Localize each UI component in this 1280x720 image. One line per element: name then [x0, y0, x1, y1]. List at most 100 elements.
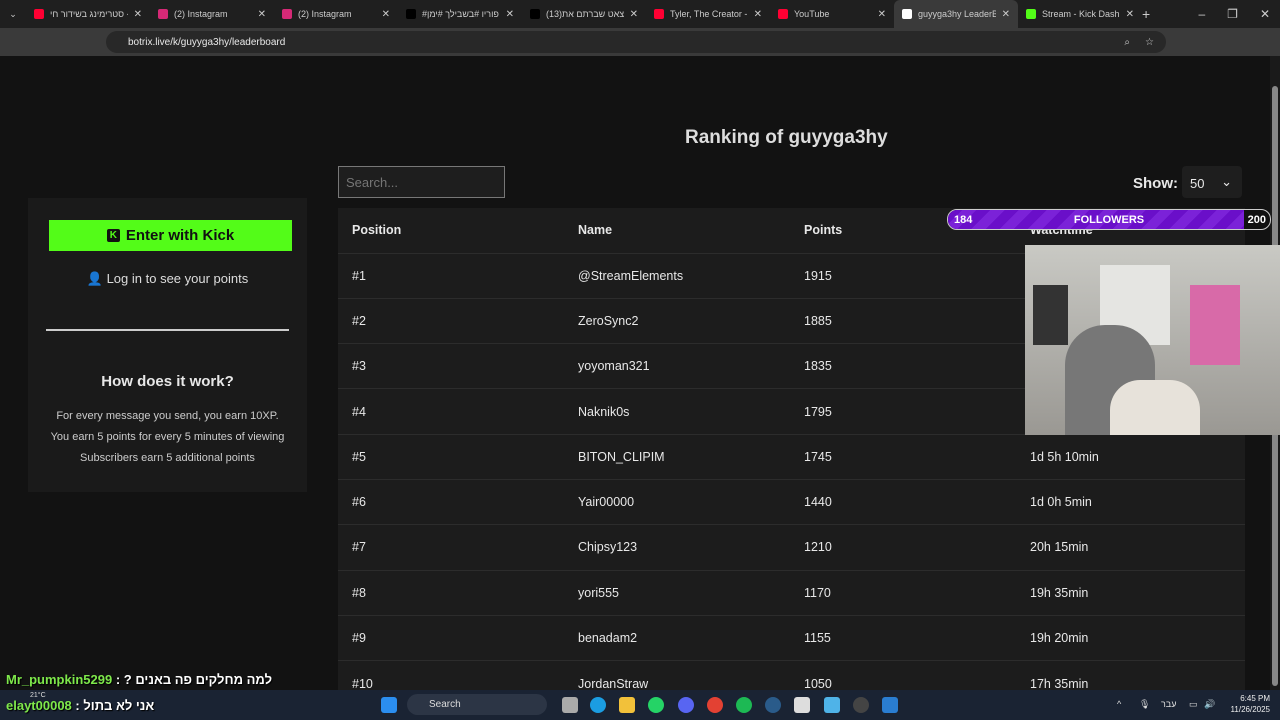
followers-progress-fill: [948, 210, 1245, 229]
chat-text: אני לא בתול: [83, 698, 155, 713]
language-indicator[interactable]: עבר: [1161, 699, 1177, 709]
browser-tab[interactable]: (13)צאט שברתם את ✕: [522, 0, 646, 28]
browser-tab[interactable]: Stream - Kick Dashbo ✕: [1018, 0, 1142, 28]
minimize-icon[interactable]: –: [1198, 7, 1206, 21]
taskbar-search[interactable]: Search: [407, 694, 547, 715]
edge-icon[interactable]: [590, 697, 606, 713]
chrome-icon[interactable]: [707, 697, 723, 713]
start-icon[interactable]: [381, 697, 397, 713]
enter-with-kick-button[interactable]: K Enter with Kick: [49, 220, 292, 251]
close-tab-icon[interactable]: ✕: [629, 8, 638, 20]
volume-icon[interactable]: 🔊: [1204, 699, 1216, 709]
favicon-icon: [902, 9, 912, 19]
col-points[interactable]: Points: [804, 223, 843, 238]
tab-search-icon[interactable]: ⌄: [9, 8, 17, 19]
info-line: Subscribers earn 5 additional points: [80, 452, 255, 464]
col-position[interactable]: Position: [352, 223, 402, 238]
cell-watchtime: 19h 20min: [1016, 614, 1245, 661]
browser-tab[interactable]: YouTube ✕: [770, 0, 894, 28]
how-title: How does it work?: [101, 373, 234, 390]
chat-message: Mr_pumpkin5299 : ? למה מחלקים פה באנים: [6, 672, 273, 687]
cell-name: BITON_CLIPIM: [564, 433, 790, 480]
browser-tab[interactable]: guyyga3hy LeaderBo ✕: [894, 0, 1018, 28]
browser-tab[interactable]: סטרימינג בשידור חי - ✕: [26, 0, 150, 28]
cell-position: #7: [338, 524, 564, 571]
cell-watchtime: 19h 35min: [1016, 569, 1245, 616]
favicon-icon: [778, 9, 788, 19]
cell-name: Chipsy123: [564, 524, 790, 571]
browser-tab[interactable]: #פוריו #בשבילך #ימן ✕: [398, 0, 522, 28]
cell-position: #2: [338, 297, 564, 344]
spotify-icon[interactable]: [736, 697, 752, 713]
tray-chevron-icon[interactable]: ^: [1117, 699, 1122, 709]
page-title: Ranking of guyyga3hy: [685, 127, 888, 148]
cell-points: 1210: [790, 524, 1016, 571]
obs-icon[interactable]: [853, 697, 869, 713]
discord-icon[interactable]: [678, 697, 694, 713]
close-tab-icon[interactable]: ✕: [877, 8, 886, 20]
close-tab-icon[interactable]: ✕: [257, 8, 266, 20]
kick-logo-icon: K: [106, 229, 120, 242]
weather-widget[interactable]: 21°C: [30, 692, 46, 699]
url-input[interactable]: botrix.live/k/guyyga3hy/leaderboard ☆ ⌕: [106, 31, 1166, 53]
browser-tab[interactable]: Tyler, The Creator - Y ✕: [646, 0, 770, 28]
tab-title: #פוריו #בשבילך #ימן: [422, 9, 499, 19]
cell-position: #8: [338, 569, 564, 616]
close-tab-icon[interactable]: ✕: [1125, 8, 1134, 20]
chevron-down-icon: ⌄: [1221, 174, 1232, 189]
file-explorer-icon[interactable]: [619, 697, 635, 713]
search-input[interactable]: [338, 166, 505, 198]
cell-position: #3: [338, 343, 564, 389]
cell-name: yori555: [564, 569, 790, 616]
cell-points: 1795: [790, 388, 1016, 435]
close-tab-icon[interactable]: ✕: [1001, 8, 1010, 20]
cell-name: ZeroSync2: [564, 297, 790, 344]
chat-message: elayt00008 : אני לא בתול: [6, 698, 155, 713]
info-line: For every message you send, you earn 10X…: [56, 410, 279, 422]
bookmark-star-icon[interactable]: ☆: [1145, 36, 1154, 48]
app-icon[interactable]: [882, 697, 898, 713]
close-tab-icon[interactable]: ✕: [381, 8, 390, 20]
followers-current: 184: [954, 214, 973, 226]
show-label: Show:: [1133, 175, 1178, 192]
followers-goal-bar: 184 FOLLOWERS 200: [947, 209, 1271, 230]
taskbar: [0, 690, 1280, 720]
login-link[interactable]: 👤 Log in to see your points: [28, 271, 307, 287]
divider: [46, 329, 289, 331]
cell-name: Yair00000: [564, 478, 790, 525]
show-value: 50: [1190, 176, 1205, 191]
new-tab-button[interactable]: +: [1142, 6, 1151, 22]
info-line: You earn 5 points for every 5 minutes of…: [50, 431, 285, 443]
task-view-icon[interactable]: [562, 697, 578, 713]
favicon-icon: [34, 9, 44, 19]
close-tab-icon[interactable]: ✕: [753, 8, 762, 20]
close-window-icon[interactable]: ✕: [1259, 7, 1270, 21]
microphone-icon[interactable]: 🎙: [1139, 699, 1151, 709]
address-bar: ← → ↻ ⌂ botrix.live/k/guyyga3hy/leaderbo…: [0, 28, 1280, 76]
show-select[interactable]: 50 ⌄: [1182, 166, 1242, 198]
clock[interactable]: 6:45 PM 11/26/2025: [1231, 693, 1270, 715]
browser-tab[interactable]: (2) Instagram ✕: [274, 0, 398, 28]
steam-icon[interactable]: [765, 697, 781, 713]
col-name[interactable]: Name: [578, 223, 613, 238]
tab-title: guyyga3hy LeaderBo: [918, 9, 996, 19]
cell-position: #6: [338, 478, 564, 525]
close-tab-icon[interactable]: ✕: [505, 8, 514, 20]
cell-points: 1745: [790, 433, 1016, 480]
cell-watchtime: 20h 15min: [1016, 524, 1245, 571]
close-tab-icon[interactable]: ✕: [133, 8, 142, 20]
cell-watchtime: 1d 0h 5min: [1016, 478, 1245, 525]
kick-button-label: Enter with Kick: [125, 227, 235, 244]
whatsapp-icon[interactable]: [648, 697, 664, 713]
network-icon[interactable]: ▭: [1189, 699, 1198, 709]
cell-points: 1155: [790, 614, 1016, 661]
notepad-icon[interactable]: [824, 697, 840, 713]
cell-name: benadam2: [564, 614, 790, 661]
restore-icon[interactable]: ❐: [1227, 7, 1238, 21]
chat-text: ? למה מחלקים פה באנים: [123, 672, 273, 687]
cell-name: @StreamElements: [564, 252, 790, 299]
browser-tab[interactable]: (2) Instagram ✕: [150, 0, 274, 28]
app-icon[interactable]: [794, 697, 810, 713]
zoom-icon[interactable]: ⌕: [1124, 36, 1130, 48]
tab-title: (2) Instagram: [298, 9, 352, 19]
